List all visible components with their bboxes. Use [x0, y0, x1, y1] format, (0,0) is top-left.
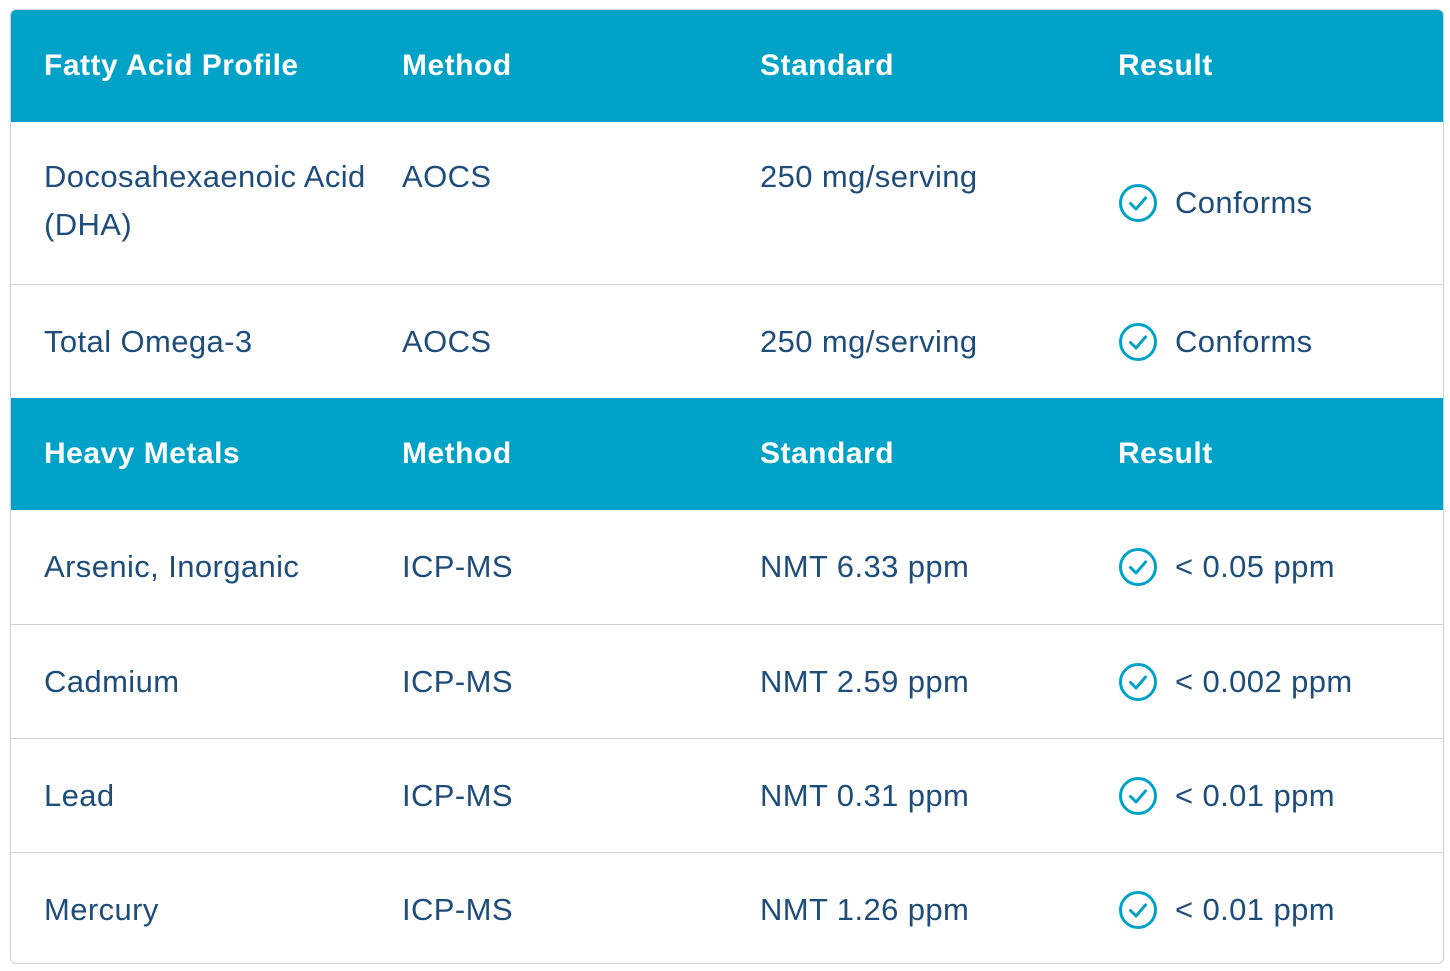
table-row: Arsenic, Inorganic ICP-MS NMT 6.33 ppm <…: [11, 510, 1443, 624]
row-name: Docosahexaenoic Acid (DHA): [44, 159, 366, 242]
check-circle-icon: [1118, 183, 1158, 223]
row-name: Total Omega-3: [44, 323, 253, 359]
row-method: AOCS: [402, 159, 492, 194]
row-result: < 0.01 ppm: [1085, 772, 1443, 820]
header-name: Fatty Acid Profile: [44, 49, 299, 82]
result-value: Conforms: [1175, 185, 1313, 220]
result-value: < 0.01 ppm: [1175, 891, 1335, 927]
row-standard: 250 mg/serving: [760, 159, 978, 194]
row-standard: NMT 1.26 ppm: [760, 891, 970, 927]
row-name: Cadmium: [44, 663, 180, 699]
header-name: Heavy Metals: [44, 437, 241, 470]
section-header-fatty-acid: Fatty Acid Profile Method Standard Resul…: [11, 10, 1443, 122]
row-result: < 0.002 ppm: [1085, 658, 1443, 706]
result-value: Conforms: [1175, 323, 1313, 359]
row-standard: NMT 6.33 ppm: [760, 549, 970, 584]
section-header-heavy-metals: Heavy Metals Method Standard Result: [11, 398, 1443, 510]
row-name: Mercury: [44, 891, 159, 927]
check-circle-icon: [1118, 662, 1158, 702]
table-row: Docosahexaenoic Acid (DHA) AOCS 250 mg/s…: [11, 122, 1443, 284]
header-result: Result: [1118, 437, 1213, 470]
row-result: Conforms: [1085, 122, 1443, 284]
results-table: Fatty Acid Profile Method Standard Resul…: [10, 9, 1444, 964]
check-circle-icon: [1118, 322, 1158, 362]
row-method: ICP-MS: [402, 663, 513, 699]
header-method: Method: [402, 49, 512, 82]
row-method: ICP-MS: [402, 549, 513, 584]
header-result: Result: [1118, 49, 1213, 82]
header-method: Method: [402, 437, 512, 470]
table-row: Lead ICP-MS NMT 0.31 ppm < 0.01 ppm: [11, 738, 1443, 852]
row-result: < 0.05 ppm: [1085, 543, 1443, 591]
row-method: AOCS: [402, 323, 492, 359]
row-method: ICP-MS: [402, 891, 513, 927]
table-row: Mercury ICP-MS NMT 1.26 ppm < 0.01 ppm: [11, 852, 1443, 963]
result-value: < 0.002 ppm: [1175, 663, 1353, 699]
row-method: ICP-MS: [402, 777, 513, 813]
row-standard: NMT 2.59 ppm: [760, 663, 970, 699]
row-name: Lead: [44, 777, 115, 813]
check-circle-icon: [1118, 547, 1158, 587]
result-value: < 0.01 ppm: [1175, 777, 1335, 813]
table-row: Total Omega-3 AOCS 250 mg/serving Confor…: [11, 284, 1443, 398]
header-standard: Standard: [760, 437, 895, 470]
row-standard: NMT 0.31 ppm: [760, 777, 970, 813]
check-circle-icon: [1118, 890, 1158, 930]
check-circle-icon: [1118, 776, 1158, 816]
result-value: < 0.05 ppm: [1175, 549, 1335, 584]
row-result: Conforms: [1085, 318, 1443, 366]
row-standard: 250 mg/serving: [760, 323, 978, 359]
row-name: Arsenic, Inorganic: [44, 549, 300, 584]
table-row: Cadmium ICP-MS NMT 2.59 ppm < 0.002 ppm: [11, 624, 1443, 738]
header-standard: Standard: [760, 49, 895, 82]
row-result: < 0.01 ppm: [1085, 886, 1443, 934]
